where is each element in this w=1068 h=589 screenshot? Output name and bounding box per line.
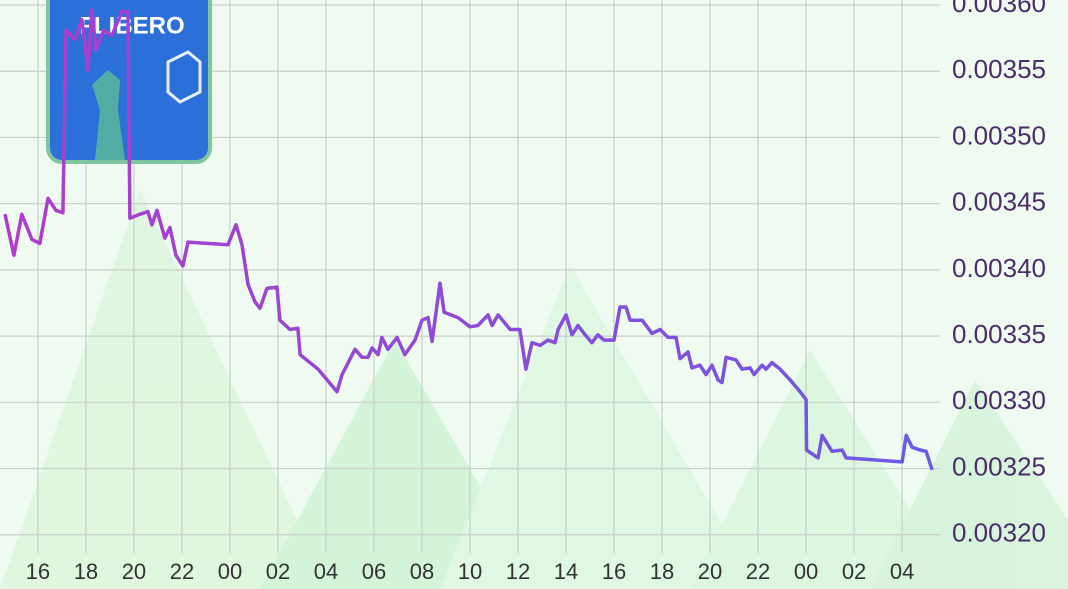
x-tick-label: 00 — [794, 559, 818, 584]
x-tick-label: 00 — [218, 559, 242, 584]
y-tick-label: 0.00360 — [952, 0, 1046, 18]
x-tick-label: 02 — [266, 559, 290, 584]
y-tick-label: 0.00330 — [952, 385, 1046, 415]
background-triangles — [0, 190, 1068, 589]
x-tick-label: 20 — [122, 559, 146, 584]
x-tick-label: 08 — [410, 559, 434, 584]
y-tick-label: 0.00355 — [952, 54, 1046, 84]
y-tick-label: 0.00320 — [952, 518, 1046, 548]
x-tick-label: 16 — [602, 559, 626, 584]
y-tick-label: 0.00325 — [952, 451, 1046, 481]
x-tick-label: 06 — [362, 559, 386, 584]
x-tick-label: 10 — [458, 559, 482, 584]
price-line — [3, 8, 934, 471]
x-tick-label: 22 — [170, 559, 194, 584]
y-tick-label: 0.00350 — [952, 120, 1046, 150]
x-tick-label: 16 — [26, 559, 50, 584]
x-tick-label: 18 — [74, 559, 98, 584]
y-tick-label: 0.00345 — [952, 187, 1046, 217]
x-tick-label: 14 — [554, 559, 578, 584]
x-tick-label: 18 — [650, 559, 674, 584]
logo-text: FLIBERO — [79, 12, 184, 39]
x-tick-label: 02 — [842, 559, 866, 584]
x-tick-label: 04 — [890, 559, 914, 584]
plot — [3, 8, 934, 471]
x-tick-label: 22 — [746, 559, 770, 584]
x-tick-label: 04 — [314, 559, 338, 584]
x-tick-label: 12 — [506, 559, 530, 584]
tick-labels: 0.00320 0.00325 0.00330 0.00335 0.00340 0.003… — [26, 0, 1046, 584]
x-tick-label: 20 — [698, 559, 722, 584]
y-tick-label: 0.00340 — [952, 253, 1046, 283]
y-tick-label: 0.00335 — [952, 319, 1046, 349]
